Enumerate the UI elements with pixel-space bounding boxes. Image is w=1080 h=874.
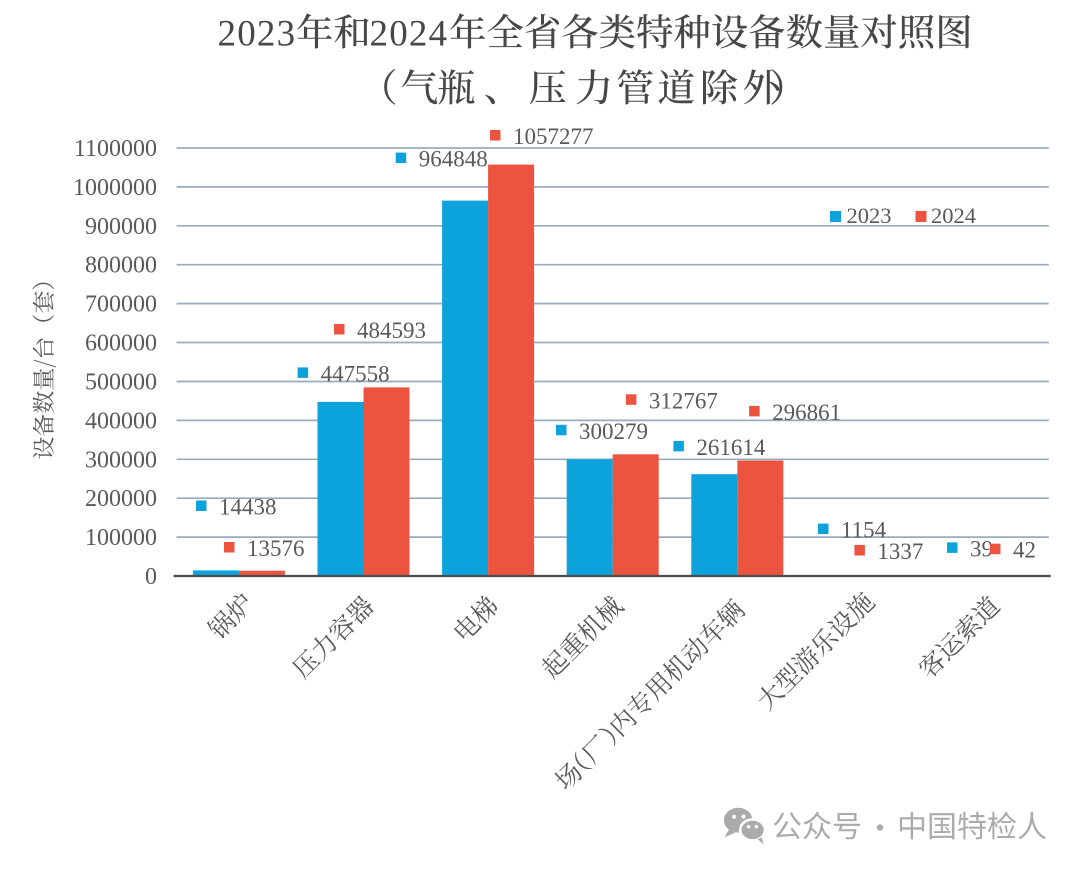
svg-text:600000: 600000 [85,331,157,357]
svg-text:0: 0 [145,564,157,590]
svg-text:300279: 300279 [579,419,648,444]
svg-text:2024: 2024 [370,14,449,55]
svg-text:39: 39 [970,536,993,561]
svg-text:1000000: 1000000 [73,175,157,201]
svg-text:100000: 100000 [85,525,157,551]
svg-text:900000: 900000 [85,214,157,240]
svg-text:200000: 200000 [85,486,157,512]
svg-text:400000: 400000 [85,408,157,434]
svg-text:312767: 312767 [649,388,718,413]
svg-text:42: 42 [1013,538,1036,563]
svg-text:500000: 500000 [85,370,157,396]
svg-text:484593: 484593 [357,318,426,343]
svg-text:14438: 14438 [219,495,277,520]
svg-text:1057277: 1057277 [513,124,594,149]
svg-text:447558: 447558 [321,361,390,386]
svg-text:2023: 2023 [847,203,892,228]
svg-text:1100000: 1100000 [74,136,157,162]
svg-text:800000: 800000 [85,253,157,279]
svg-text:700000: 700000 [85,292,157,318]
svg-text:300000: 300000 [85,447,157,473]
svg-text:13576: 13576 [247,536,305,561]
svg-text:1337: 1337 [877,539,923,564]
svg-text:1154: 1154 [841,518,887,543]
svg-text:964848: 964848 [419,147,488,172]
svg-text:2023: 2023 [218,14,297,55]
svg-text:261614: 261614 [696,435,766,460]
svg-text:296861: 296861 [772,400,841,425]
svg-text:2024: 2024 [931,203,976,228]
